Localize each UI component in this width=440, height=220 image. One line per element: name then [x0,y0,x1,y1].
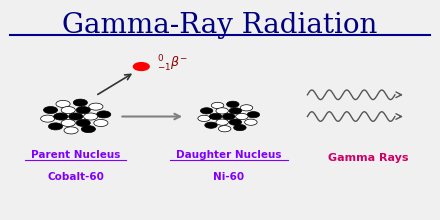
Circle shape [61,119,75,126]
Circle shape [97,111,111,118]
Circle shape [40,115,55,122]
Text: $^{0}_{-1}\beta^{-}$: $^{0}_{-1}\beta^{-}$ [157,54,187,74]
Circle shape [44,106,58,114]
Circle shape [76,106,90,114]
Circle shape [64,127,78,134]
Circle shape [48,123,62,130]
Circle shape [84,113,98,120]
Circle shape [247,112,260,118]
Circle shape [133,63,149,70]
Circle shape [54,113,68,120]
Circle shape [73,99,88,106]
Circle shape [198,115,210,121]
Circle shape [227,101,239,107]
Circle shape [216,108,228,114]
Circle shape [245,119,257,125]
Circle shape [234,125,246,131]
Text: Parent Nucleus: Parent Nucleus [31,150,121,160]
Circle shape [56,100,70,107]
Text: Daughter Nucleus: Daughter Nucleus [176,150,282,160]
Circle shape [216,119,228,125]
Circle shape [200,108,213,114]
Circle shape [211,102,224,108]
Circle shape [240,105,253,111]
Circle shape [218,126,231,132]
Circle shape [94,119,108,126]
Circle shape [229,119,242,125]
Circle shape [205,122,217,128]
Circle shape [69,113,83,120]
Circle shape [223,114,235,120]
Circle shape [89,103,103,110]
Circle shape [61,106,75,114]
Text: Cobalt-60: Cobalt-60 [47,172,104,182]
Circle shape [236,114,248,120]
Text: Gamma-Ray Radiation: Gamma-Ray Radiation [62,12,378,39]
Circle shape [229,108,242,114]
Circle shape [81,126,95,133]
Circle shape [209,114,222,120]
Circle shape [76,119,90,126]
Text: Ni-60: Ni-60 [213,172,244,182]
Text: Gamma Rays: Gamma Rays [328,153,409,163]
